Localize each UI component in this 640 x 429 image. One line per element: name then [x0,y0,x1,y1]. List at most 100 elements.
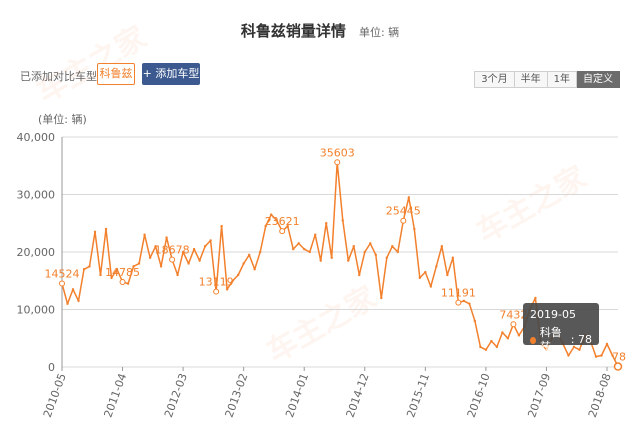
data-point[interactable] [269,213,273,216]
data-point[interactable] [231,279,234,282]
data-point[interactable] [176,273,179,277]
data-point[interactable] [429,285,433,288]
data-point[interactable] [396,250,400,254]
data-point[interactable] [192,247,196,251]
labeled-point[interactable] [510,321,517,328]
data-point[interactable] [308,250,311,254]
data-point[interactable] [88,265,91,268]
data-point[interactable] [148,256,152,259]
data-point[interactable] [225,288,229,291]
data-point[interactable] [159,265,163,268]
add-model-button[interactable]: + 添加车型 [142,63,200,85]
data-point[interactable] [154,245,157,248]
data-point[interactable] [490,339,493,343]
hovered-point[interactable] [613,362,623,371]
range-option-3[interactable]: 自定义 [577,71,620,88]
data-point[interactable] [165,236,168,239]
data-point[interactable] [286,224,289,228]
data-point[interactable] [110,276,113,280]
data-point[interactable] [462,299,466,303]
labeled-point[interactable] [213,288,220,295]
data-point[interactable] [303,247,306,251]
data-point[interactable] [330,256,333,259]
labeled-point[interactable] [119,278,126,285]
data-point[interactable] [319,259,322,262]
selected-model-chip[interactable]: 科鲁兹 [97,63,135,85]
data-point[interactable] [363,250,366,254]
data-point[interactable] [82,268,86,271]
data-point[interactable] [242,262,245,265]
data-point[interactable] [143,233,146,236]
data-point[interactable] [495,345,499,349]
data-point[interactable] [605,342,609,346]
data-point[interactable] [369,242,372,245]
labeled-point[interactable] [400,217,407,224]
data-point[interactable] [236,273,240,277]
data-point[interactable] [517,334,521,337]
data-point[interactable] [93,230,97,234]
data-point[interactable] [545,348,548,351]
data-point[interactable] [391,245,394,248]
data-point[interactable] [137,262,141,265]
data-point[interactable] [71,288,75,291]
data-point[interactable] [198,259,201,262]
data-point[interactable] [506,337,510,340]
data-point[interactable] [479,345,482,349]
data-point[interactable] [352,245,355,248]
labeled-point[interactable] [59,280,65,287]
data-point[interactable] [446,273,449,277]
data-point[interactable] [567,354,570,357]
data-point[interactable] [99,273,102,277]
data-point[interactable] [314,233,317,236]
data-point[interactable] [264,224,267,228]
data-point[interactable] [275,219,278,222]
data-point[interactable] [341,219,344,222]
data-point[interactable] [600,354,603,357]
data-point[interactable] [385,256,388,259]
data-point[interactable] [468,302,471,305]
range-option-1[interactable]: 半年 [514,71,548,88]
data-point[interactable] [115,268,119,271]
data-point[interactable] [220,224,223,228]
data-point[interactable] [77,299,80,303]
range-option-0[interactable]: 3个月 [474,71,515,88]
labeled-point[interactable] [455,299,462,306]
data-point[interactable] [209,239,212,242]
data-point[interactable] [451,256,455,259]
data-point[interactable] [440,245,444,248]
data-point[interactable] [424,270,427,274]
data-point[interactable] [418,276,422,280]
data-point[interactable] [534,296,537,300]
data-point[interactable] [501,331,504,334]
data-point[interactable] [413,227,416,231]
data-point[interactable] [380,296,383,300]
data-point[interactable] [572,345,576,349]
data-point[interactable] [325,222,328,225]
data-point[interactable] [253,268,256,271]
data-point[interactable] [594,355,598,358]
data-point[interactable] [181,250,185,254]
data-point[interactable] [473,319,477,323]
data-point[interactable] [358,273,361,277]
data-point[interactable] [292,247,295,251]
data-point[interactable] [126,282,130,285]
data-point[interactable] [407,196,411,199]
data-point[interactable] [374,253,377,257]
data-point[interactable] [435,265,438,268]
data-point[interactable] [611,354,614,357]
range-option-2[interactable]: 1年 [547,71,577,88]
data-point[interactable] [247,253,251,257]
data-point[interactable] [578,348,581,351]
labeled-point[interactable] [279,228,286,235]
data-point[interactable] [297,242,300,245]
data-point[interactable] [484,348,488,351]
data-point[interactable] [66,302,69,305]
data-point[interactable] [132,265,135,268]
data-point[interactable] [258,250,262,254]
data-point[interactable] [104,227,108,231]
labeled-point[interactable] [334,159,341,166]
data-point[interactable] [347,259,350,262]
labeled-point[interactable] [169,256,176,263]
data-point[interactable] [187,262,190,265]
data-point[interactable] [203,245,207,248]
